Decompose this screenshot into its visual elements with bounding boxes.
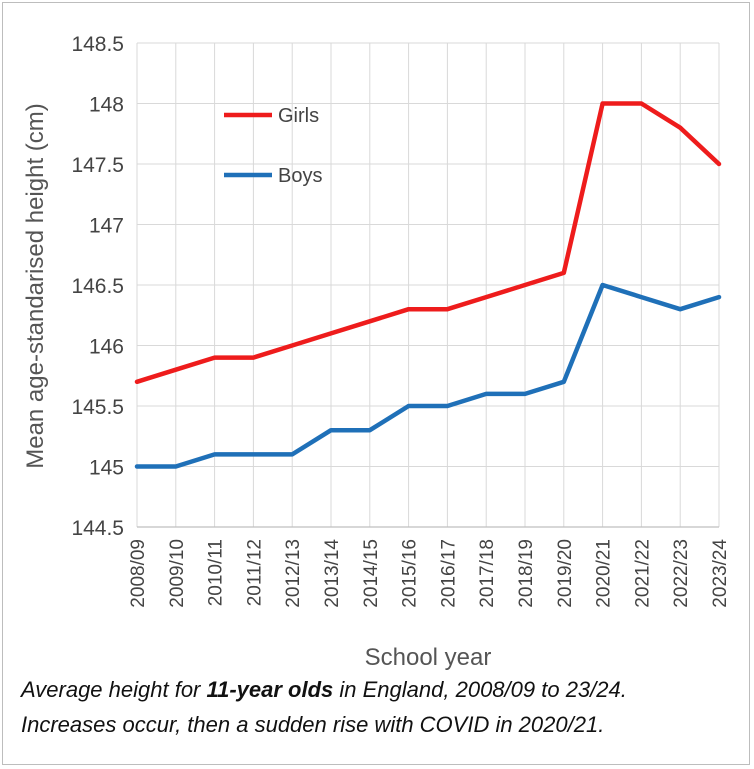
- x-tick-label: 2019/20: [555, 539, 576, 608]
- series-line-boys: [134, 282, 722, 469]
- x-tick-label: 2021/22: [632, 539, 653, 608]
- x-tick-label: 2012/13: [283, 539, 304, 608]
- x-tick-label: 2015/16: [400, 539, 421, 608]
- x-tick-label: 2016/17: [438, 539, 459, 608]
- series-line-girls: [134, 101, 722, 385]
- y-tick-label: 145: [89, 457, 124, 480]
- caption-line-1: Average height for 11-year olds in Engla…: [21, 677, 741, 703]
- x-tick-label: 2008/09: [128, 539, 149, 608]
- y-tick-label: 148.5: [71, 33, 124, 56]
- x-tick-label: 2018/19: [516, 539, 537, 608]
- legend-label-boys: Boys: [278, 165, 322, 187]
- x-tick-label: 2022/23: [671, 539, 692, 608]
- series-lines: [134, 101, 722, 469]
- x-tick-label: 2013/14: [322, 539, 343, 608]
- y-tick-labels: 144.5 145 145.5 146 146.5 147 147.5 148 148.5: [71, 33, 124, 540]
- y-axis-label: Mean age-standarised height (cm): [22, 103, 49, 469]
- caption-text-1a: Average height for: [21, 677, 207, 702]
- x-tick-label: 2017/18: [477, 539, 498, 608]
- x-tick-label: 2020/21: [594, 539, 615, 608]
- y-tick-label: 146.5: [71, 275, 124, 298]
- y-tick-label: 147.5: [71, 154, 124, 177]
- caption-text-1b: in England, 2008/09 to 23/24.: [333, 677, 627, 702]
- caption-bold: 11-year olds: [206, 677, 334, 702]
- y-tick-label: 146: [89, 336, 124, 359]
- x-tick-label: 2010/11: [206, 539, 227, 606]
- y-tick-label: 145.5: [71, 396, 124, 419]
- y-tick-label: 144.5: [71, 517, 124, 540]
- x-tick-labels: 2008/09 2009/10 2010/11 2011/12 2012/13 2013/…: [128, 539, 731, 608]
- legend-label-girls: Girls: [278, 105, 319, 127]
- x-tick-label: 2009/10: [167, 539, 188, 608]
- x-tick-label: 2011/12: [244, 539, 265, 606]
- x-axis-label: School year: [365, 644, 492, 671]
- legend: Girls Boys: [224, 105, 322, 187]
- y-tick-label: 148: [89, 94, 124, 117]
- caption-line-2: Increases occur, then a sudden rise with…: [21, 712, 605, 737]
- x-tick-label: 2014/15: [361, 539, 382, 608]
- x-tick-label: 2023/24: [710, 539, 731, 608]
- y-tick-label: 147: [89, 215, 124, 238]
- line-chart: 144.5 145 145.5 146 146.5 147 147.5 148 148.5 20…: [22, 33, 731, 671]
